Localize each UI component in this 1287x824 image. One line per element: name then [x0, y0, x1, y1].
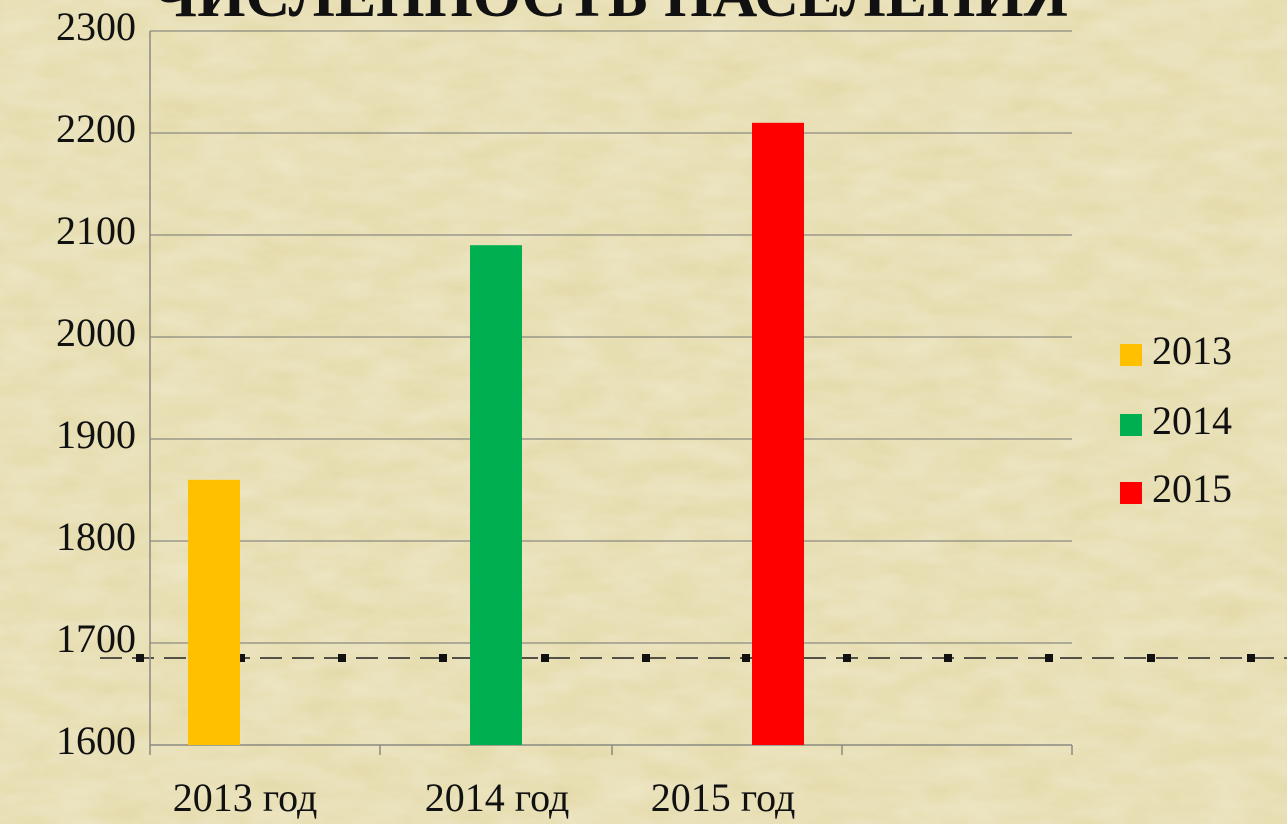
bar — [188, 479, 240, 745]
y-tick-label: 2200 — [56, 106, 136, 151]
y-tick-label: 1800 — [56, 514, 136, 559]
x-tick-label: 2015 год — [651, 775, 796, 820]
y-tick-label: 2100 — [56, 208, 136, 253]
y-tick-label: 2300 — [56, 4, 136, 49]
y-tick-label: 1900 — [56, 412, 136, 457]
decor-dashed-line — [100, 654, 1287, 662]
axes — [149, 31, 1073, 755]
y-tick-label: 1700 — [56, 616, 136, 661]
y-tick-label: 1600 — [56, 718, 136, 763]
bar — [752, 122, 804, 746]
chart-title: ЧИСЛЕННОСТЬ НАСЕЛЕНИЯ — [152, 0, 1069, 30]
y-tick-label: 2000 — [56, 310, 136, 355]
x-tick-label: 2013 год — [173, 775, 318, 820]
legend-label: 2013 — [1152, 328, 1232, 373]
legend-swatch — [1120, 414, 1142, 436]
legend-label: 2015 — [1152, 466, 1232, 511]
legend-label: 2014 — [1152, 398, 1232, 443]
bar — [470, 245, 522, 745]
x-tick-label: 2014 год — [425, 775, 570, 820]
legend-swatch — [1120, 482, 1142, 504]
legend-swatch — [1120, 344, 1142, 366]
